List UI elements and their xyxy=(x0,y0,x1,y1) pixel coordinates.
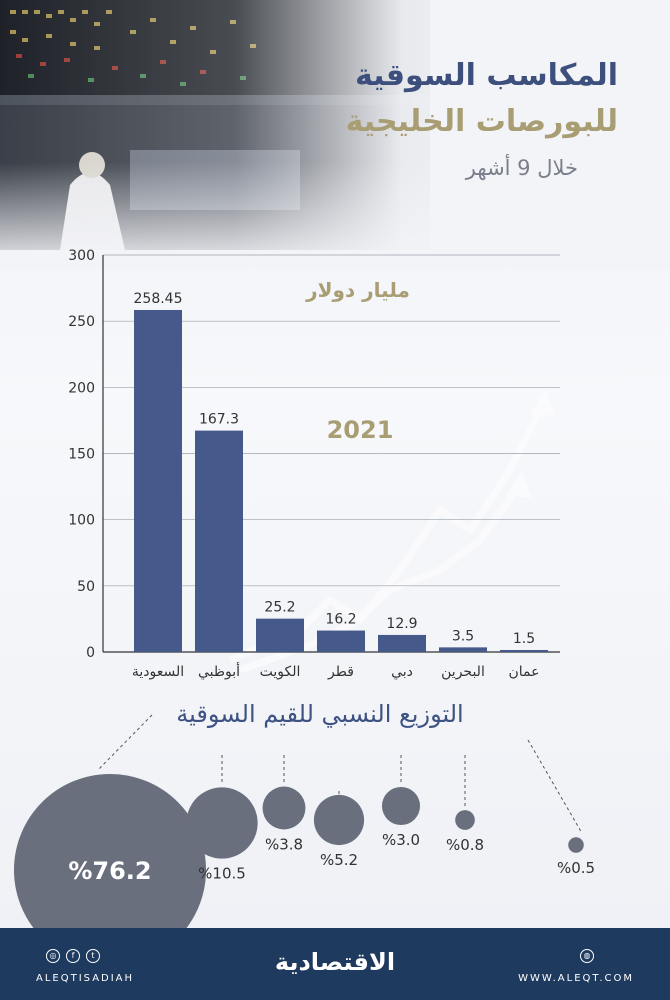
bar-value-label: 1.5 xyxy=(513,631,535,647)
bar xyxy=(256,618,304,652)
photo-fade-overlay xyxy=(0,0,670,270)
share-bubble xyxy=(186,787,258,859)
x-tick-label: الكويت xyxy=(260,664,301,680)
share-bubble xyxy=(313,794,365,846)
x-tick-label: السعودية xyxy=(132,664,184,680)
share-bubble xyxy=(262,786,306,830)
y-tick-label: 100 xyxy=(68,513,95,529)
distribution-title: التوزيع النسبي للقيم السوقية xyxy=(176,700,464,728)
y-tick-label: 200 xyxy=(68,380,95,396)
y-tick-label: 250 xyxy=(68,314,95,330)
share-bubble xyxy=(14,774,206,930)
website-link[interactable]: WWW.ALEQT.COM xyxy=(518,973,634,984)
chart-labels: 258.45 السعودية 167.3 أبوظبي 25.2 الكويت 16.2 ق… xyxy=(132,291,540,680)
x-tick-label: عمان xyxy=(509,664,540,680)
bar xyxy=(317,630,365,652)
distribution-bubbles: %76.2 %10.5 %3.8 %5.2 %3.0 %0.8 %0.5 xyxy=(14,714,595,930)
share-label: %3.8 xyxy=(265,835,303,853)
y-tick-label: 50 xyxy=(77,579,95,595)
globe-icon[interactable]: ◍ xyxy=(580,949,594,963)
share-label: %3.0 xyxy=(382,831,420,849)
brand-logo[interactable]: الاقتصادية xyxy=(274,948,396,976)
share-label: %5.2 xyxy=(320,851,358,869)
bar-value-label: 16.2 xyxy=(325,612,356,628)
leader-line xyxy=(97,714,153,771)
bar-value-label: 12.9 xyxy=(386,616,417,632)
bar-value-label: 258.45 xyxy=(134,291,183,307)
title-line-2: للبورصات الخليجية xyxy=(345,104,618,139)
bar xyxy=(378,634,426,652)
twitter-icon[interactable]: t xyxy=(86,949,100,963)
footer: ◎ f t ◍ الاقتصادية ALEQTISADIAH WWW.ALEQ… xyxy=(0,928,670,1000)
leader-line xyxy=(527,739,583,834)
bar-value-label: 25.2 xyxy=(264,600,295,616)
y-tick-label: 300 xyxy=(68,248,95,264)
y-tick-label: 150 xyxy=(68,447,95,463)
bar-value-label: 3.5 xyxy=(452,628,474,644)
share-label: %10.5 xyxy=(198,865,246,883)
bar-value-label: 167.3 xyxy=(199,412,239,428)
bar xyxy=(134,309,182,652)
title-line-1: المكاسب السوقية xyxy=(354,58,618,93)
y-tick-label: 0 xyxy=(86,645,95,661)
bar-chart: 0 50 100 150 200 250 300 258.45 السعودية 167.3 أب… xyxy=(68,248,560,680)
year-label: 2021 xyxy=(327,416,394,444)
subtitle: خلال 9 أشهر xyxy=(465,156,578,180)
unit-label: مليار دولار xyxy=(305,278,410,302)
facebook-icon[interactable]: f xyxy=(66,949,80,963)
share-label: %76.2 xyxy=(68,857,151,885)
share-bubble xyxy=(568,837,584,853)
trend-arrows-decoration xyxy=(228,390,555,674)
social-handle[interactable]: ALEQTISADIAH xyxy=(36,973,135,984)
chart-bars xyxy=(134,309,548,652)
x-tick-label: أبوظبي xyxy=(198,662,240,680)
x-tick-label: البحرين xyxy=(441,664,485,680)
share-bubble xyxy=(381,786,421,826)
bar xyxy=(439,647,487,652)
bar xyxy=(500,650,548,652)
share-label: %0.5 xyxy=(557,859,595,877)
share-bubble xyxy=(455,810,475,830)
bar xyxy=(195,430,243,652)
x-tick-label: دبي xyxy=(391,664,413,680)
instagram-icon[interactable]: ◎ xyxy=(46,949,60,963)
x-tick-label: قطر xyxy=(327,664,354,680)
share-label: %0.8 xyxy=(446,836,484,854)
